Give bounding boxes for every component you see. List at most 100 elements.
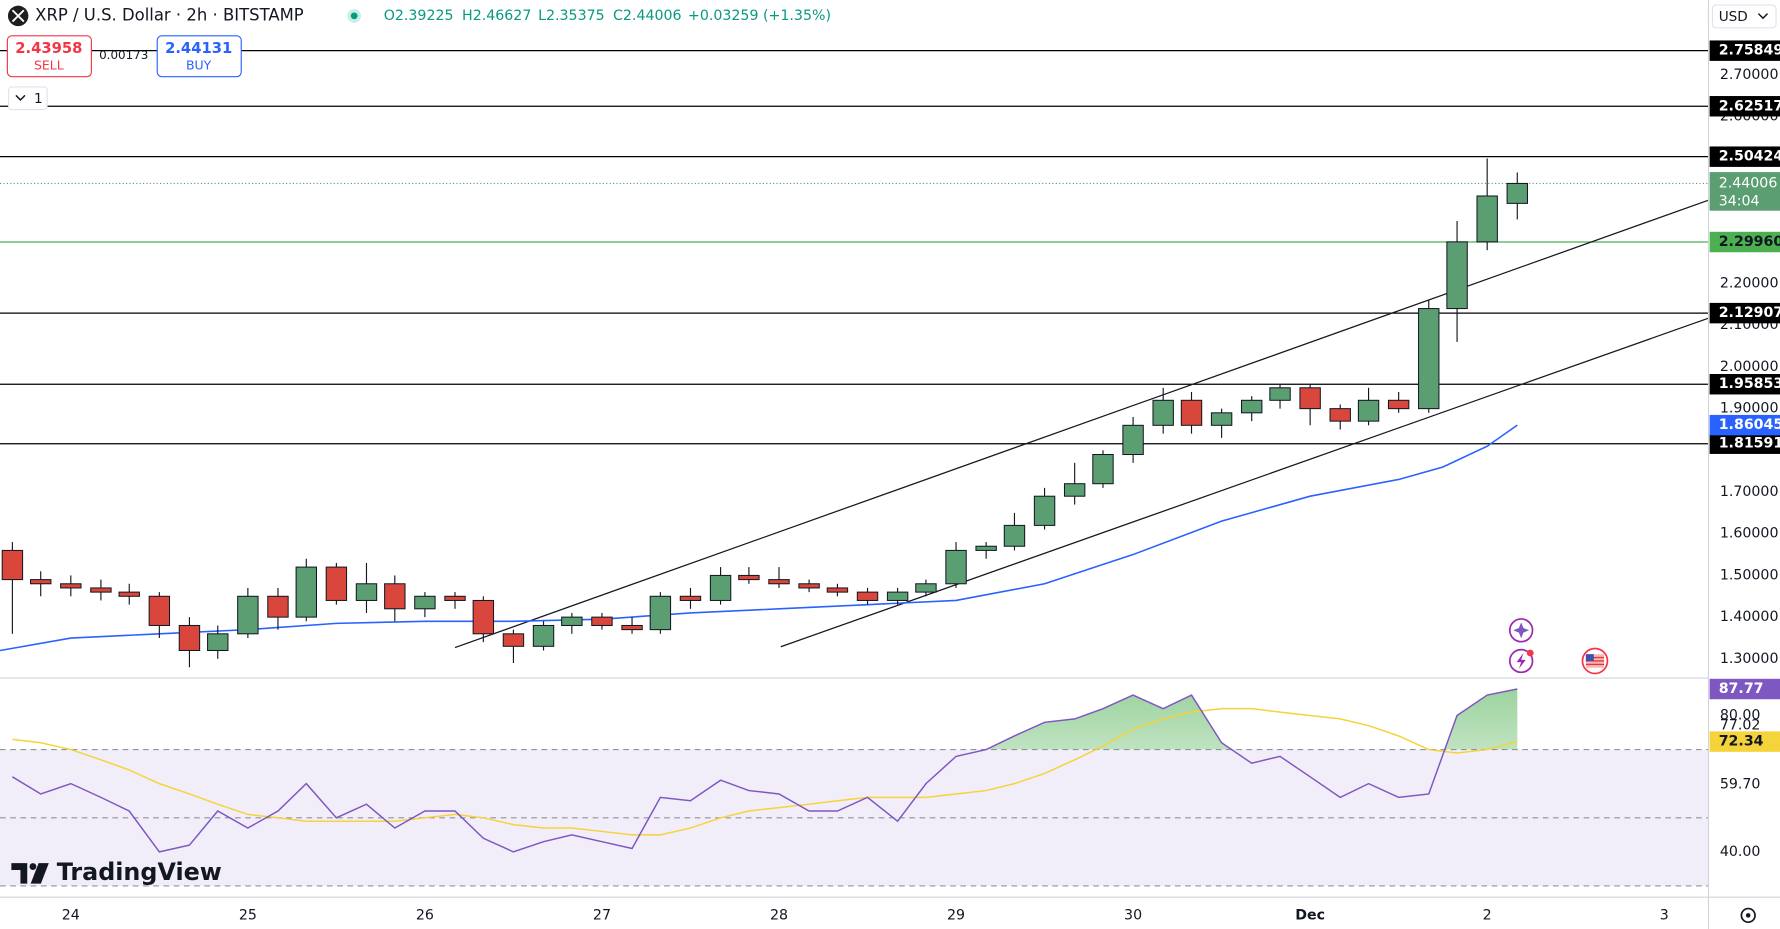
level-label-bg [1709, 302, 1780, 324]
rsi-tick-label: 77.02 [1720, 718, 1761, 734]
buy-price: 2.44131 [165, 40, 232, 57]
overlay: 1.30000 1.40000 1.50000 1.60000 1.70000 1.900… [62, 40, 1780, 923]
candle-body [886, 591, 909, 601]
candle-body [60, 583, 82, 589]
plot-layer [0, 50, 1709, 887]
candle-body [532, 624, 555, 647]
time-tick-label: 24 [62, 907, 80, 923]
logo-mark [29, 863, 37, 870]
level-label-bg [1709, 231, 1780, 253]
candle-body [237, 595, 259, 635]
close-value: C2.44006 [613, 8, 682, 24]
event-icons [1508, 618, 1609, 675]
candle-body [414, 595, 436, 610]
candle-body [1240, 399, 1263, 414]
level-label: 2.29960 [1719, 234, 1780, 250]
time-tick-label: 3 [1660, 907, 1669, 923]
candle-body [1357, 399, 1380, 422]
candle-body [1269, 387, 1291, 401]
candle-body [355, 583, 378, 601]
symbol-icon-glyph [11, 9, 25, 23]
spread: 0.00173 [99, 48, 148, 62]
level-label: 2.12907 [1719, 305, 1780, 321]
time-tick-label: 25 [239, 907, 257, 923]
flag-canton [1585, 654, 1594, 661]
candle-body [1152, 399, 1174, 426]
chevron [15, 94, 26, 101]
candle-body [1299, 387, 1321, 410]
currency-select[interactable] [1711, 4, 1777, 29]
level-label: 2.50424 [1719, 149, 1780, 165]
candle-body [738, 574, 760, 581]
event-dot [1526, 649, 1534, 657]
candle-body [178, 624, 201, 652]
rsi-tick-label: 40.00 [1720, 844, 1761, 860]
candle-body [148, 595, 171, 626]
buy-label: BUY [186, 57, 212, 72]
candle-body [945, 549, 967, 585]
candle-body [679, 595, 702, 601]
candle-body [1446, 241, 1468, 310]
candle-body [1003, 524, 1026, 547]
candle-body [295, 566, 317, 618]
candle-body [472, 599, 495, 635]
candle-body [768, 579, 790, 585]
header: XRP / U.S. Dollar · 2h · BITSTAMP O2.392… [6, 4, 1777, 111]
sell-button[interactable] [6, 35, 92, 78]
candle-body [267, 595, 289, 618]
candle-body [325, 566, 348, 601]
rsi-line [11, 688, 1518, 853]
sell-label: SELL [34, 57, 64, 72]
level-label: 2.75849 [1719, 43, 1780, 59]
high-value: H2.46627 [462, 8, 531, 24]
level-label: 1.81591 [1719, 436, 1780, 452]
candle-body [1387, 399, 1410, 410]
chevron [1757, 13, 1769, 20]
buy-button[interactable] [156, 35, 242, 78]
price-tick-label: 2.20000 [1720, 276, 1779, 292]
rsi-value-label: 87.77 [1719, 681, 1764, 697]
candle-body [1, 549, 24, 581]
price-tick-label: 1.50000 [1720, 567, 1779, 583]
candle-body [1329, 408, 1351, 422]
settings-icon[interactable] [1740, 907, 1756, 924]
candle-body [1063, 483, 1086, 497]
candle-body [591, 616, 613, 626]
candle-body [90, 587, 112, 593]
ema-label: 1.86045 [1719, 417, 1780, 433]
price-tick-label: 1.40000 [1720, 609, 1779, 625]
price-tick-label: 2.00000 [1720, 359, 1779, 375]
candle-body [1033, 495, 1056, 526]
candle-body [975, 545, 997, 551]
price-tick-label: 1.30000 [1720, 651, 1779, 667]
time-tick-label: 30 [1124, 907, 1142, 923]
event-icon-glyph [1516, 653, 1526, 669]
candle-body [1210, 412, 1233, 426]
candle-body [709, 574, 732, 601]
interval-button[interactable] [7, 86, 48, 111]
candle-body [561, 616, 583, 626]
candle-body [1476, 195, 1498, 243]
current-price-label: 2.44006 [1719, 175, 1778, 191]
candle-body [207, 633, 229, 652]
settings [1740, 907, 1756, 924]
time-tick-label: 28 [770, 907, 788, 923]
candle-body [1122, 424, 1144, 456]
sell-price: 2.43958 [15, 40, 82, 57]
rsi-value-label: 72.34 [1719, 734, 1764, 750]
candle-body [444, 595, 466, 601]
price-tick-label: 1.70000 [1720, 484, 1779, 500]
current-price-bg [1709, 172, 1780, 211]
open-value: O2.39225 [384, 8, 454, 24]
symbol-title[interactable]: XRP / U.S. Dollar · 2h · BITSTAMP [35, 5, 304, 24]
time-tick-label: Dec [1295, 907, 1325, 923]
market-status-dot [350, 12, 358, 20]
price-tick-label: 2.70000 [1720, 67, 1779, 83]
level-label-bg [1709, 433, 1780, 454]
candle-body [649, 595, 672, 631]
price-tick-label: 1.90000 [1720, 401, 1779, 417]
countdown-label: 34:04 [1719, 194, 1760, 210]
